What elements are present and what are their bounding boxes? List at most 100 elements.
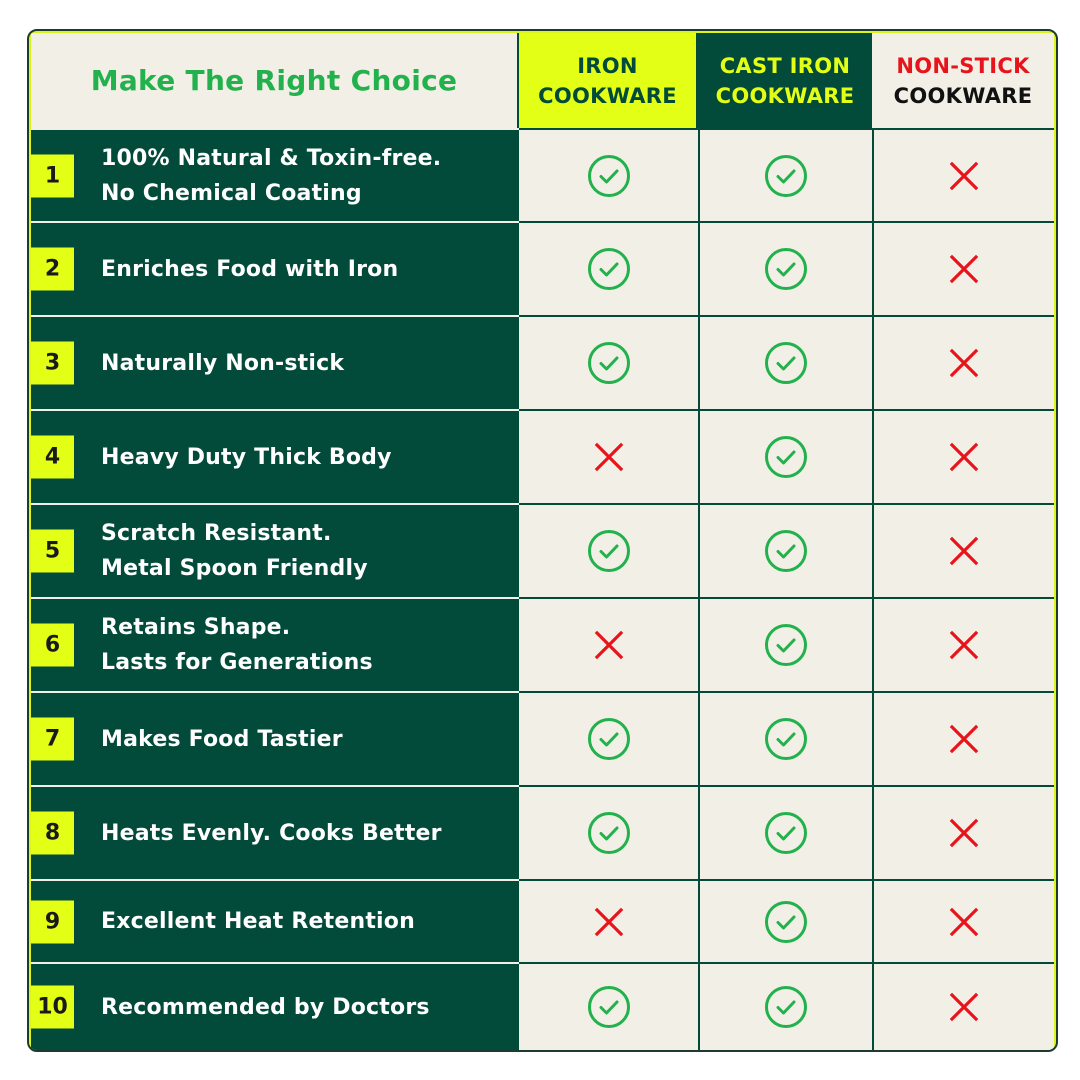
check-icon [587, 154, 631, 198]
column-header-line1: NON-STICK [896, 53, 1030, 78]
feature-text: Enriches Food with Iron [101, 256, 399, 282]
row-number-badge: 6 [31, 623, 74, 667]
comparison-cell [872, 315, 1054, 409]
check-icon [764, 435, 808, 479]
feature-text: Retains Shape. Lasts for Generations [101, 615, 373, 675]
check-icon [764, 623, 808, 667]
feature-row-label: 8 Heats Evenly. Cooks Better [31, 785, 519, 879]
cross-icon [949, 536, 979, 566]
check-icon [587, 811, 631, 855]
feature-text: Naturally Non-stick [101, 350, 345, 376]
comparison-cell [872, 503, 1054, 597]
feature-row-label: 4 Heavy Duty Thick Body [31, 409, 519, 503]
comparison-cell [519, 315, 698, 409]
comparison-cell [698, 503, 872, 597]
row-number-badge: 1 [31, 154, 74, 197]
comparison-cell [872, 785, 1054, 879]
comparison-cell [698, 221, 872, 315]
column-header-line2: COOKWARE [893, 83, 1033, 108]
check-icon [587, 985, 631, 1029]
row-number-badge: 3 [31, 341, 74, 385]
check-icon [764, 985, 808, 1029]
comparison-cell [872, 221, 1054, 315]
comparison-cell [519, 503, 698, 597]
comparison-cell [872, 879, 1054, 962]
comparison-cell [698, 962, 872, 1050]
feature-row-label: 3 Naturally Non-stick [31, 315, 519, 409]
column-header-line2: COOKWARE [715, 83, 855, 108]
comparison-cell [519, 962, 698, 1050]
feature-row-label: 6 Retains Shape. Lasts for Generations [31, 597, 519, 691]
feature-text: Scratch Resistant. Metal Spoon Friendly [101, 521, 368, 581]
comparison-cell [519, 879, 698, 962]
comparison-cell [698, 597, 872, 691]
cross-icon [949, 442, 979, 472]
feature-text: 100% Natural & Toxin-free. No Chemical C… [101, 145, 442, 206]
check-icon [587, 717, 631, 761]
column-header-iron: IRON COOKWARE [519, 33, 698, 128]
cross-icon [594, 907, 624, 937]
cross-icon [949, 907, 979, 937]
check-icon [764, 900, 808, 944]
comparison-cell [872, 691, 1054, 785]
feature-row-label: 7 Makes Food Tastier [31, 691, 519, 785]
comparison-cell [698, 128, 872, 221]
row-number-badge: 5 [31, 529, 74, 573]
comparison-cell [519, 128, 698, 221]
comparison-cell [698, 409, 872, 503]
feature-text: Heavy Duty Thick Body [101, 444, 392, 470]
comparison-cell [698, 315, 872, 409]
cross-icon [949, 161, 979, 191]
cross-icon [949, 348, 979, 378]
feature-row-label: 5 Scratch Resistant. Metal Spoon Friendly [31, 503, 519, 597]
comparison-cell [519, 691, 698, 785]
column-header-line1: IRON [577, 53, 638, 78]
check-icon [764, 811, 808, 855]
comparison-cell [519, 221, 698, 315]
cross-icon [949, 992, 979, 1022]
feature-row-label: 2 Enriches Food with Iron [31, 221, 519, 315]
comparison-cell [872, 962, 1054, 1050]
check-icon [587, 529, 631, 573]
check-icon [587, 247, 631, 291]
comparison-cell [698, 785, 872, 879]
cross-icon [949, 818, 979, 848]
table-title: Make The Right Choice [31, 33, 519, 128]
column-header-non-stick: NON-STICK COOKWARE [872, 33, 1054, 128]
row-number-badge: 2 [31, 247, 74, 291]
check-icon [764, 154, 808, 198]
row-number-badge: 7 [31, 717, 74, 761]
feature-row-label: 1 100% Natural & Toxin-free. No Chemical … [31, 128, 519, 221]
comparison-cell [872, 128, 1054, 221]
comparison-cell [872, 597, 1054, 691]
feature-text: Recommended by Doctors [101, 994, 430, 1020]
column-header-line2: COOKWARE [538, 83, 677, 108]
comparison-cell [519, 597, 698, 691]
comparison-cell [698, 879, 872, 962]
cross-icon [594, 630, 624, 660]
comparison-cell [698, 691, 872, 785]
feature-text: Excellent Heat Retention [101, 909, 415, 934]
check-icon [764, 717, 808, 761]
comparison-cell [872, 409, 1054, 503]
feature-row-label: 9 Excellent Heat Retention [31, 879, 519, 962]
cross-icon [949, 630, 979, 660]
comparison-cell [519, 409, 698, 503]
check-icon [764, 341, 808, 385]
row-number-badge: 8 [31, 811, 74, 855]
cross-icon [594, 442, 624, 472]
feature-text: Heats Evenly. Cooks Better [101, 820, 442, 846]
column-header-line1: CAST IRON [719, 53, 851, 78]
row-number-badge: 10 [31, 985, 74, 1029]
check-icon [587, 341, 631, 385]
check-icon [764, 529, 808, 573]
check-icon [764, 247, 808, 291]
row-number-badge: 4 [31, 435, 74, 479]
comparison-table: Make The Right Choice IRON COOKWARE CAST … [27, 29, 1058, 1052]
feature-row-label: 10 Recommended by Doctors [31, 962, 519, 1050]
cross-icon [949, 724, 979, 754]
column-header-cast-iron: CAST IRON COOKWARE [698, 33, 872, 128]
comparison-cell [519, 785, 698, 879]
feature-text: Makes Food Tastier [101, 726, 343, 752]
table-grid: Make The Right Choice IRON COOKWARE CAST … [31, 33, 1054, 1050]
